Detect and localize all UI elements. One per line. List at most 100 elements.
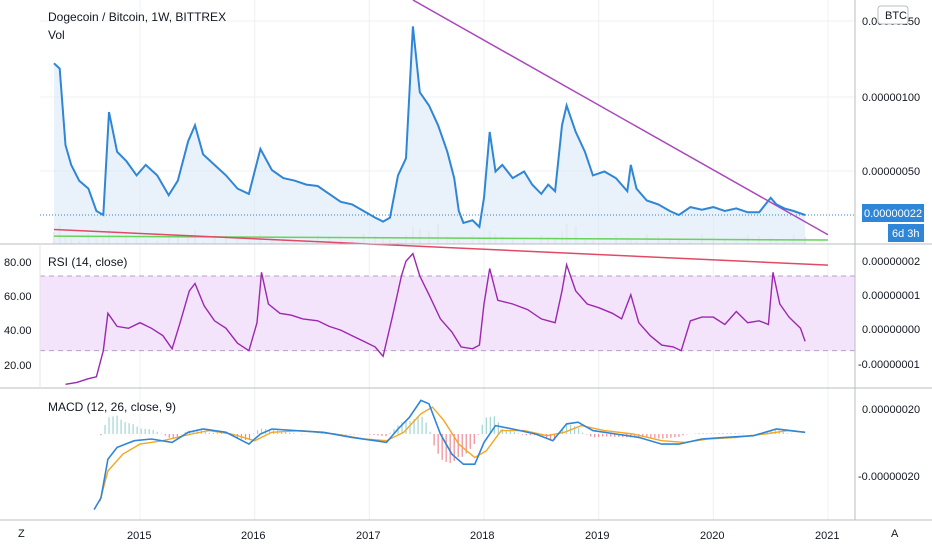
macd-histogram-bar (702, 433, 703, 434)
volume-bar (437, 224, 439, 244)
volume-bar (540, 235, 542, 244)
time-axis-label: 2019 (585, 530, 609, 542)
macd-histogram-bar (682, 434, 683, 435)
macd-histogram-bar (289, 433, 290, 434)
macd-histogram-bar (678, 434, 679, 437)
macd-histogram-bar (177, 434, 178, 437)
macd-histogram-bar (735, 433, 736, 434)
macd-histogram-bar (726, 433, 727, 434)
macd-histogram-bar (783, 432, 784, 434)
macd-histogram-bar (165, 434, 166, 436)
rsi-left-tick: 40.00 (4, 325, 32, 337)
macd-histogram-bar (145, 429, 146, 434)
macd-histogram-bar (714, 433, 715, 434)
volume-bar (236, 239, 238, 244)
time-axis-label: 2021 (815, 530, 839, 542)
macd-histogram-bar (213, 433, 214, 434)
macd-histogram-bar (606, 434, 607, 436)
macd-histogram-bar (666, 434, 667, 438)
volume-bar (87, 234, 89, 244)
macd-label: MACD (12, 26, close, 9) (48, 400, 176, 414)
macd-histogram-bar (578, 428, 579, 434)
volume-bar (626, 237, 628, 244)
rsi-right-tick: 0.00000000 (862, 324, 920, 336)
macd-histogram-bar (417, 417, 418, 434)
volume-bar (561, 231, 563, 244)
volume-bar (483, 239, 485, 244)
macd-histogram-bar (650, 434, 651, 438)
macd-histogram-bar (381, 434, 382, 436)
macd-histogram-bar (462, 434, 463, 457)
volume-bar (775, 240, 777, 244)
macd-histogram-bar (670, 434, 671, 438)
symbol-title: Dogecoin / Bitcoin, 1W, BITTREX (48, 10, 226, 24)
last-price-value: 0.00000022 (864, 208, 922, 220)
macd-histogram-bar (137, 427, 138, 434)
macd-histogram-bar (478, 434, 479, 435)
macd-histogram-bar (149, 429, 150, 434)
volume-bar (317, 235, 319, 244)
rsi-left-tick: 80.00 (4, 257, 32, 269)
rsi-band (40, 276, 855, 351)
volume-label: Vol (48, 28, 65, 42)
macd-histogram-bar (409, 421, 410, 434)
macd-histogram-bar (498, 422, 499, 434)
macd-histogram-bar (731, 433, 732, 434)
volume-bar (389, 240, 391, 244)
macd-histogram-bar (108, 417, 109, 434)
macd-right-tick: 0.00000020 (862, 404, 920, 416)
time-axis-label: 2020 (700, 530, 724, 542)
volume-bar (657, 236, 659, 244)
volume-bar (419, 229, 421, 244)
macd-histogram-bar (169, 434, 170, 438)
time-axis-label: 2018 (470, 530, 494, 542)
volume-bar (523, 240, 525, 244)
macd-histogram-bar (120, 420, 121, 434)
macd-histogram-bar (430, 432, 431, 434)
macd-histogram-bar (421, 417, 422, 434)
volume-bar (187, 238, 189, 244)
volume-bar (405, 235, 407, 244)
macd-right-tick: -0.00000020 (858, 471, 920, 483)
volume-bar (282, 238, 284, 244)
rsi-label: RSI (14, close) (48, 255, 127, 269)
volume-bar (575, 226, 577, 244)
macd-histogram-bar (389, 433, 390, 434)
rsi-right-tick: -0.00000001 (858, 359, 920, 371)
macd-histogram-bar (706, 433, 707, 434)
volume-bar (145, 239, 147, 244)
macd-histogram-bar (217, 433, 218, 434)
macd-histogram-bar (133, 424, 134, 434)
macd-histogram-bar (116, 416, 117, 434)
macd-histogram-bar (658, 434, 659, 438)
macd-histogram-bar (494, 416, 495, 434)
macd-histogram-bar (245, 434, 246, 440)
rsi-right-tick: 0.00000001 (862, 290, 920, 302)
macd-histogram-bar (787, 433, 788, 434)
macd-histogram-bar (405, 421, 406, 434)
macd-histogram-bar (710, 433, 711, 434)
price-tick: 0.00000100 (862, 92, 920, 104)
macd-histogram-bar (425, 422, 426, 434)
macd-histogram-bar (153, 430, 154, 434)
currency-badge[interactable]: BTC (878, 6, 908, 24)
log-scale-button[interactable]: Z (18, 528, 25, 540)
macd-histogram-bar (602, 434, 603, 437)
volume-bar (102, 238, 104, 244)
macd-histogram-bar (482, 425, 483, 434)
currency-badge-label: BTC (885, 10, 907, 22)
rsi-left-tick: 20.00 (4, 360, 32, 372)
volume-bar (64, 237, 66, 244)
macd-histogram-bar (518, 433, 519, 434)
time-axis-label: 2017 (356, 530, 380, 542)
price-tick: 0.00000050 (862, 166, 920, 178)
macd-histogram-bar (502, 429, 503, 434)
macd-histogram-bar (486, 418, 487, 434)
volume-bar (446, 236, 448, 244)
auto-scale-button[interactable]: A (891, 528, 899, 540)
macd-histogram-bar (474, 434, 475, 444)
volume-bar (363, 234, 365, 244)
volume-bar (95, 236, 97, 244)
macd-histogram-bar (293, 433, 294, 434)
